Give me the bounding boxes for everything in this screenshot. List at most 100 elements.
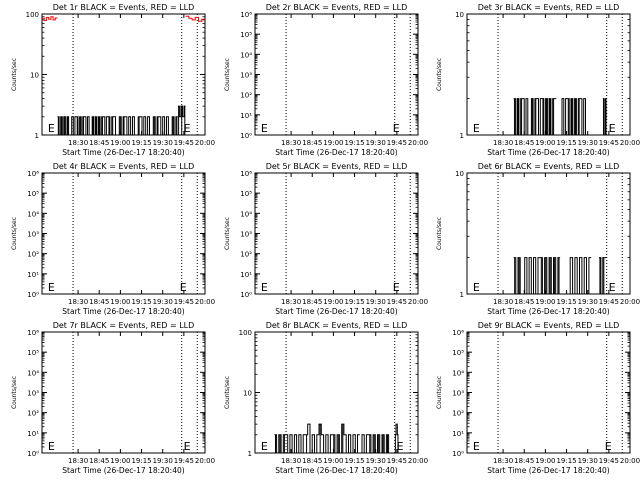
plot-frame <box>41 331 206 454</box>
y-tick-label: 10⁵ <box>240 190 252 198</box>
y-tick-label: 10⁴ <box>27 210 39 218</box>
series-events-line <box>274 434 306 454</box>
x-tick-label: 19:00 <box>535 298 555 306</box>
x-tick-label: 19:30 <box>578 298 598 306</box>
x-tick-label: 18:45 <box>89 457 109 465</box>
x-tick-label: 18:45 <box>302 139 322 147</box>
y-tick-label: 10⁵ <box>27 349 39 357</box>
y-axis-label: Counts/sec <box>436 217 443 250</box>
x-tick-label: 19:30 <box>366 139 386 147</box>
e-marker: E <box>184 440 191 453</box>
y-tick-label: 100 <box>239 329 252 337</box>
x-tick-label: 19:30 <box>366 457 386 465</box>
y-tick-label: 10⁶ <box>452 329 464 337</box>
y-axis-label: Counts/sec <box>11 217 18 250</box>
x-tick-label: 19:15 <box>131 139 151 147</box>
x-tick-label: 19:30 <box>153 457 173 465</box>
x-tick-label: 20:00 <box>408 298 428 306</box>
x-tick-label: 19:30 <box>578 457 598 465</box>
y-tick-label: 10⁶ <box>27 170 39 178</box>
x-tick-label: 19:00 <box>535 139 555 147</box>
y-tick-label: 10⁶ <box>240 11 252 19</box>
y-tick-label: 1 <box>460 291 464 299</box>
y-tick-label: 10¹ <box>240 112 252 120</box>
e-marker: E <box>397 440 404 453</box>
x-tick-label: 19:15 <box>344 139 364 147</box>
x-tick-label: 19:15 <box>131 457 151 465</box>
e-marker: E <box>180 281 187 294</box>
panel-title: Det 3r BLACK = Events, RED = LLD <box>478 3 620 12</box>
series-events-line <box>560 98 588 136</box>
e-marker: E <box>473 440 480 453</box>
x-tick-label: 19:15 <box>344 298 364 306</box>
y-tick-label: 1 <box>460 132 464 140</box>
x-axis-label: Start Time (26-Dec-17 18:20:40) <box>62 148 184 157</box>
x-tick-label: 19:00 <box>110 298 130 306</box>
y-tick-label: 10⁰ <box>27 291 39 299</box>
y-tick-label: 10⁴ <box>27 369 39 377</box>
y-tick-label: 10⁴ <box>240 51 252 59</box>
x-tick-label: 19:45 <box>174 298 194 306</box>
e-marker: E <box>184 122 191 135</box>
panel-p1: Det 1r BLACK = Events, RED = LLD 18:30 18:… <box>11 3 215 157</box>
x-tick-label: 19:15 <box>131 298 151 306</box>
panel-title: Det 6r BLACK = Events, RED = LLD <box>478 162 620 171</box>
e-marker: E <box>261 122 268 135</box>
e-marker: E <box>473 122 480 135</box>
y-tick-label: 10⁰ <box>452 450 464 458</box>
y-axis-label: Counts/sec <box>224 58 231 91</box>
y-tick-label: 10⁵ <box>452 349 464 357</box>
x-tick-label: 19:45 <box>387 298 407 306</box>
x-tick-label: 18:30 <box>68 298 88 306</box>
y-tick-label: 10¹ <box>452 430 464 438</box>
x-tick-label: 19:15 <box>344 457 364 465</box>
series-events-line <box>177 105 186 118</box>
x-tick-label: 19:30 <box>366 298 386 306</box>
x-tick-label: 18:45 <box>89 139 109 147</box>
plot-frame <box>41 172 206 295</box>
x-tick-label: 20:00 <box>195 457 215 465</box>
x-tick-label: 19:45 <box>174 457 194 465</box>
y-tick-label: 10² <box>240 92 252 100</box>
x-tick-label: 20:00 <box>195 298 215 306</box>
panel-title: Det 2r BLACK = Events, RED = LLD <box>266 3 408 12</box>
e-marker: E <box>473 281 480 294</box>
x-tick-label: 20:00 <box>408 457 428 465</box>
x-tick-label: 18:30 <box>493 457 513 465</box>
panel-p5: Det 5r BLACK = Events, RED = LLD 18:30 18:… <box>224 162 428 316</box>
y-tick-label: 10¹ <box>27 430 39 438</box>
x-axis-label: Start Time (26-Dec-17 18:20:40) <box>62 466 184 475</box>
x-tick-label: 19:00 <box>110 457 130 465</box>
panel-p2: Det 2r BLACK = Events, RED = LLD 18:30 18:… <box>224 3 428 157</box>
panel-p8: Det 8r BLACK = Events, RED = LLD 18:30 18:… <box>224 321 428 475</box>
y-tick-label: 10³ <box>27 390 39 398</box>
y-tick-label: 10 <box>243 390 252 398</box>
x-tick-label: 20:00 <box>620 139 640 147</box>
x-tick-label: 18:30 <box>281 139 301 147</box>
plot-frame <box>466 172 631 295</box>
x-tick-label: 19:15 <box>556 139 576 147</box>
e-marker: E <box>393 122 400 135</box>
e-marker: E <box>393 281 400 294</box>
x-tick-label: 20:00 <box>195 139 215 147</box>
y-tick-label: 10⁵ <box>240 31 252 39</box>
panel-title: Det 1r BLACK = Events, RED = LLD <box>53 3 195 12</box>
x-tick-label: 19:45 <box>599 298 619 306</box>
y-tick-label: 10⁵ <box>27 190 39 198</box>
plot-frame <box>466 331 631 454</box>
series-events-line <box>513 98 557 136</box>
x-tick-label: 19:00 <box>323 457 343 465</box>
e-marker: E <box>48 440 55 453</box>
series-events-line <box>567 257 592 295</box>
y-tick-label: 10³ <box>27 231 39 239</box>
panel-title: Det 9r BLACK = Events, RED = LLD <box>478 321 620 330</box>
x-tick-label: 19:45 <box>387 457 407 465</box>
x-tick-label: 19:30 <box>578 139 598 147</box>
x-tick-label: 19:45 <box>599 139 619 147</box>
y-tick-label: 10⁰ <box>240 291 252 299</box>
y-tick-label: 10² <box>240 251 252 259</box>
x-tick-label: 20:00 <box>620 457 640 465</box>
series-events-line <box>513 257 561 295</box>
x-tick-label: 18:45 <box>89 298 109 306</box>
